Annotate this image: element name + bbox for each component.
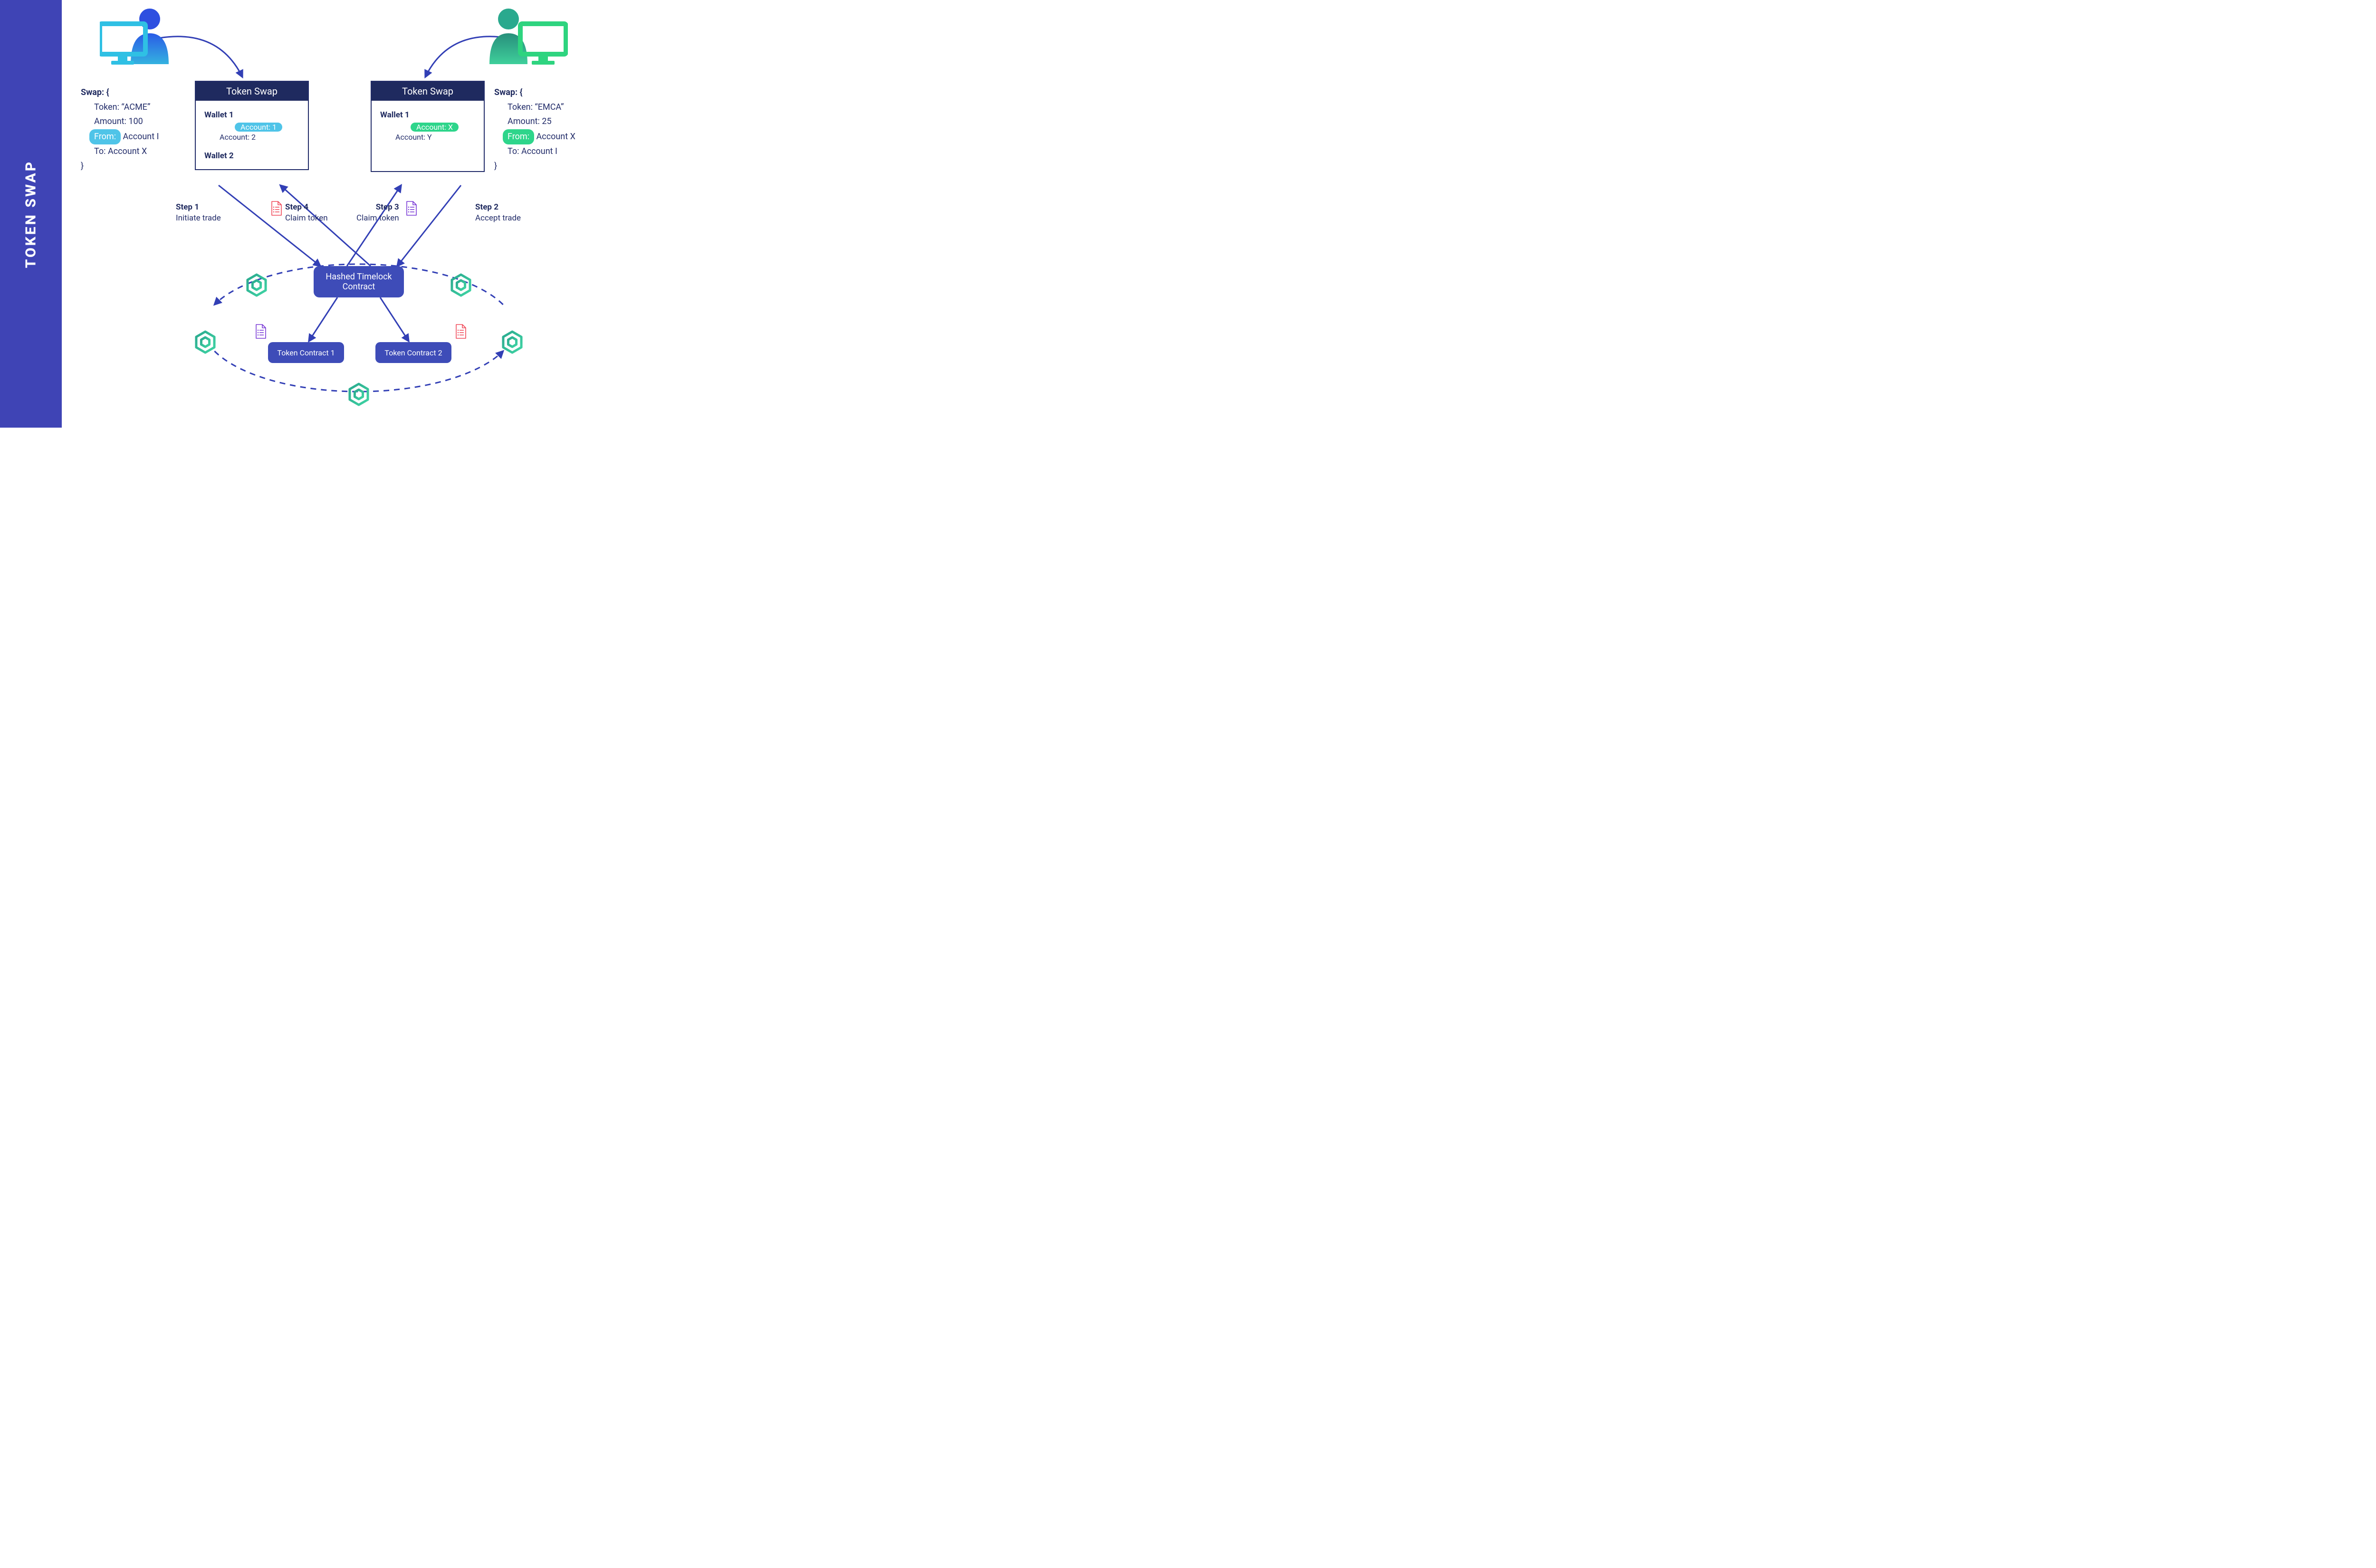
hex-icon bbox=[449, 273, 473, 299]
sidebar-title: TOKEN SWAP bbox=[23, 160, 39, 268]
step-2-label: Step 2 Accept trade bbox=[475, 202, 521, 224]
step-3-sub: Claim token bbox=[356, 213, 399, 224]
htlc-node: Hashed Timelock Contract bbox=[314, 266, 404, 297]
step-3-title: Step 3 bbox=[356, 202, 399, 213]
panel-right-acct2: Account: Y bbox=[395, 133, 475, 142]
hex-icon bbox=[500, 330, 524, 356]
swap-left-amount: Amount: 100 bbox=[94, 115, 176, 129]
swap-left-token: Token: “ACME” bbox=[94, 100, 176, 115]
token-contract-1-node: Token Contract 1 bbox=[268, 342, 344, 363]
swap-right-from-rest: Account X bbox=[534, 132, 575, 142]
step-1-title: Step 1 bbox=[176, 202, 221, 213]
step-4-sub: Claim token bbox=[285, 213, 328, 224]
token-swap-panel-right: Token Swap Wallet 1 Account: X Account: … bbox=[371, 81, 485, 172]
panel-left-wallet2: Wallet 2 bbox=[204, 151, 299, 161]
token-contract-2-node: Token Contract 2 bbox=[375, 342, 451, 363]
panel-left-title: Token Swap bbox=[196, 82, 308, 101]
step-3-label: Step 3 Claim token bbox=[356, 202, 399, 224]
swap-left-from: From: Account I bbox=[89, 129, 176, 145]
swap-right-key: Swap: { bbox=[494, 87, 523, 97]
user-right-icon bbox=[487, 5, 568, 67]
diagram-canvas: Swap: { Token: “ACME” Amount: 100 From: … bbox=[62, 0, 656, 428]
hex-icon bbox=[245, 273, 268, 299]
panel-right-title: Token Swap bbox=[372, 82, 484, 101]
step-4-title: Step 4 bbox=[285, 202, 328, 213]
step-2-sub: Accept trade bbox=[475, 213, 521, 224]
swap-right-to: To: Account I bbox=[508, 144, 589, 159]
swap-right-amount: Amount: 25 bbox=[508, 115, 589, 129]
hex-icon bbox=[347, 382, 371, 408]
document-icon-step3 bbox=[405, 201, 417, 218]
step-1-label: Step 1 Initiate trade bbox=[176, 202, 221, 224]
hex-icon bbox=[193, 330, 217, 356]
from-pill-right: From: bbox=[503, 129, 534, 145]
step-4-label: Step 4 Claim token bbox=[285, 202, 328, 224]
document-icon-tc1 bbox=[254, 324, 267, 341]
panel-left-acct-selected: Account: 1 bbox=[235, 123, 282, 132]
panel-right-wallet1: Wallet 1 bbox=[380, 110, 475, 120]
sidebar: TOKEN SWAP bbox=[0, 0, 62, 428]
swap-left-close: } bbox=[81, 159, 176, 174]
swap-code-left: Swap: { Token: “ACME” Amount: 100 From: … bbox=[81, 86, 176, 174]
swap-right-token: Token: “EMCA” bbox=[508, 100, 589, 115]
swap-right-from: From: Account X bbox=[503, 129, 589, 145]
swap-right-close: } bbox=[494, 159, 589, 174]
document-icon-step4 bbox=[270, 201, 282, 218]
swap-code-right: Swap: { Token: “EMCA” Amount: 25 From: A… bbox=[494, 86, 589, 174]
step-2-title: Step 2 bbox=[475, 202, 521, 213]
token-swap-panel-left: Token Swap Wallet 1 Account: 1 Account: … bbox=[195, 81, 309, 170]
panel-left-wallet1: Wallet 1 bbox=[204, 110, 299, 120]
document-icon-tc2 bbox=[454, 324, 467, 341]
panel-left-acct2: Account: 2 bbox=[220, 133, 299, 142]
user-left-icon bbox=[100, 5, 181, 67]
swap-left-key: Swap: { bbox=[81, 87, 109, 97]
step-1-sub: Initiate trade bbox=[176, 213, 221, 224]
from-pill-left: From: bbox=[89, 129, 121, 145]
panel-right-acct-selected: Account: X bbox=[411, 123, 459, 132]
swap-left-from-rest: Account I bbox=[121, 132, 159, 142]
swap-left-to: To: Account X bbox=[94, 144, 176, 159]
